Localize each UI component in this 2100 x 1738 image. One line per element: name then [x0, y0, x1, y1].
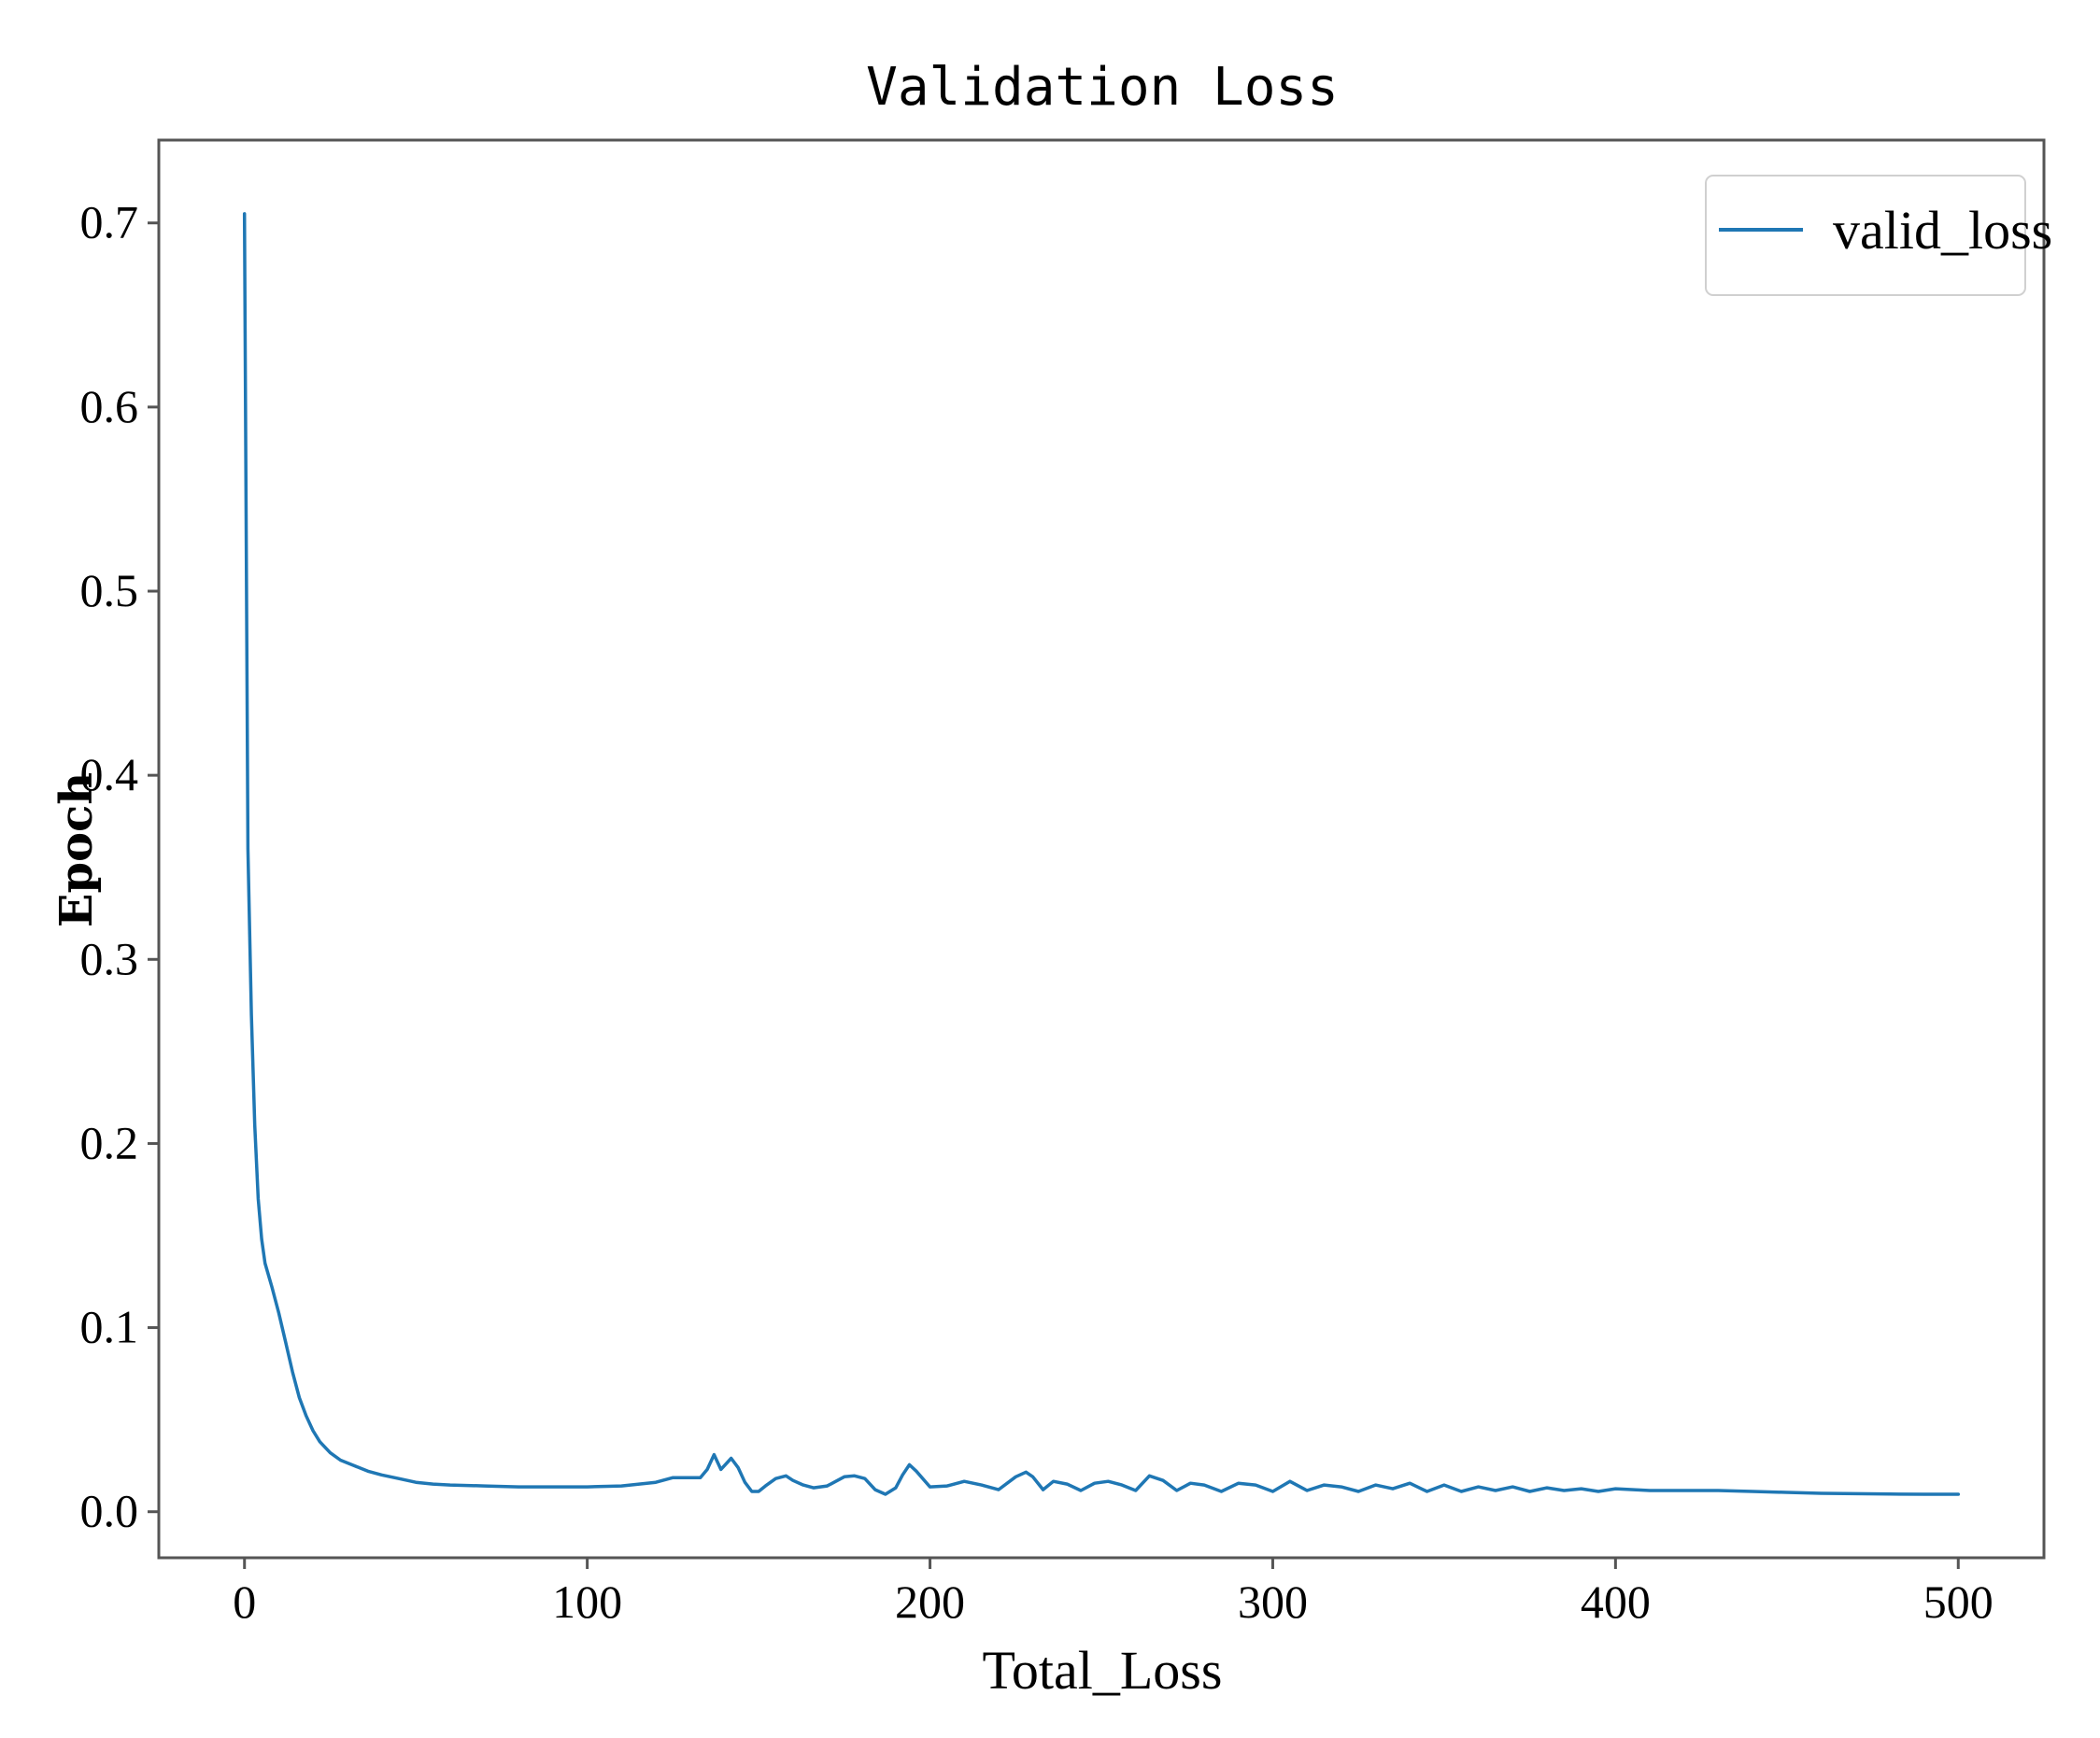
valid-loss-line — [242, 212, 1961, 1496]
legend-label: valid_loss — [1833, 200, 2052, 261]
x-tick-label: 400 — [1581, 1576, 1651, 1628]
y-tick-label: 0.6 — [80, 380, 139, 432]
y-tick-label: 0.5 — [80, 564, 139, 616]
x-tick-label: 500 — [1923, 1576, 1994, 1628]
y-axis-label: Epoch — [50, 772, 103, 927]
y-tick-label: 0.2 — [80, 1116, 139, 1168]
legend-box — [1705, 175, 2026, 296]
y-tick-label: 0.1 — [80, 1301, 139, 1353]
y-tick-label: 0.7 — [80, 196, 139, 248]
plot-frame — [157, 138, 2046, 1560]
x-axis-label: Total_Loss — [983, 1640, 1223, 1701]
x-tick-label: 0 — [233, 1576, 256, 1628]
x-axis-ticks: 0 100 200 300 400 500 — [233, 1558, 1994, 1628]
legend: valid_loss — [1705, 175, 2052, 296]
x-tick-label: 300 — [1238, 1576, 1308, 1628]
y-tick-label: 0.4 — [80, 748, 139, 800]
y-tick-label: 0.0 — [80, 1485, 139, 1537]
chart-title: Validation Loss — [866, 57, 1339, 118]
x-tick-label: 200 — [895, 1576, 965, 1628]
y-tick-label: 0.3 — [80, 932, 139, 984]
y-axis-ticks: 0.0 0.1 0.2 0.3 0.4 0.5 0.6 0.7 — [80, 196, 159, 1537]
x-tick-label: 100 — [552, 1576, 622, 1628]
